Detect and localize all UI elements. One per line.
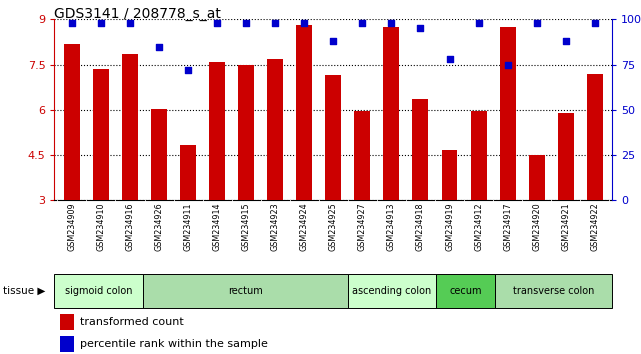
Bar: [142, 274, 348, 308]
Point: [154, 44, 164, 49]
Text: GSM234910: GSM234910: [96, 202, 106, 251]
Point: [125, 20, 135, 26]
Text: GSM234926: GSM234926: [154, 202, 163, 251]
Text: ascending colon: ascending colon: [353, 286, 431, 296]
Point: [387, 20, 397, 26]
Bar: [558, 113, 574, 200]
Point: [328, 38, 338, 44]
Bar: [348, 274, 436, 308]
Text: GSM234913: GSM234913: [387, 202, 396, 251]
Point: [531, 20, 542, 26]
Bar: [209, 62, 225, 200]
Point: [67, 20, 77, 26]
Point: [183, 67, 193, 73]
Bar: [495, 274, 612, 308]
Bar: [326, 75, 341, 200]
Bar: [122, 54, 138, 200]
Text: GSM234915: GSM234915: [242, 202, 251, 251]
Bar: [54, 274, 142, 308]
Bar: [267, 59, 283, 200]
Bar: [354, 111, 370, 200]
Point: [96, 20, 106, 26]
Text: GSM234918: GSM234918: [416, 202, 425, 251]
Text: GSM234920: GSM234920: [532, 202, 541, 251]
Text: GDS3141 / 208778_s_at: GDS3141 / 208778_s_at: [54, 7, 221, 21]
Text: GSM234911: GSM234911: [183, 202, 192, 251]
Point: [590, 20, 600, 26]
Bar: [64, 44, 80, 200]
Bar: [60, 314, 74, 330]
Text: cecum: cecum: [449, 286, 481, 296]
Point: [503, 62, 513, 67]
Bar: [587, 74, 603, 200]
Point: [474, 20, 484, 26]
Bar: [436, 274, 495, 308]
Text: tissue ▶: tissue ▶: [3, 286, 46, 296]
Text: GSM234917: GSM234917: [503, 202, 512, 251]
Bar: [296, 25, 312, 200]
Point: [444, 56, 454, 62]
Text: rectum: rectum: [228, 286, 263, 296]
Text: GSM234914: GSM234914: [213, 202, 222, 251]
Point: [415, 25, 426, 31]
Bar: [60, 336, 74, 352]
Bar: [238, 64, 254, 200]
Point: [270, 20, 280, 26]
Bar: [383, 27, 399, 200]
Bar: [180, 145, 196, 200]
Text: GSM234912: GSM234912: [474, 202, 483, 251]
Bar: [442, 150, 458, 200]
Point: [299, 20, 310, 26]
Text: GSM234925: GSM234925: [329, 202, 338, 251]
Bar: [412, 99, 428, 200]
Bar: [151, 109, 167, 200]
Text: GSM234922: GSM234922: [590, 202, 599, 251]
Point: [241, 20, 251, 26]
Text: GSM234927: GSM234927: [358, 202, 367, 251]
Point: [212, 20, 222, 26]
Text: sigmoid colon: sigmoid colon: [65, 286, 132, 296]
Text: GSM234919: GSM234919: [445, 202, 454, 251]
Bar: [499, 27, 515, 200]
Text: GSM234921: GSM234921: [561, 202, 570, 251]
Text: transverse colon: transverse colon: [513, 286, 594, 296]
Text: GSM234924: GSM234924: [300, 202, 309, 251]
Text: transformed count: transformed count: [79, 317, 183, 327]
Text: GSM234916: GSM234916: [126, 202, 135, 251]
Bar: [529, 155, 545, 200]
Text: GSM234923: GSM234923: [271, 202, 279, 251]
Text: GSM234909: GSM234909: [67, 202, 76, 251]
Bar: [470, 111, 487, 200]
Bar: [93, 69, 109, 200]
Text: percentile rank within the sample: percentile rank within the sample: [79, 339, 267, 349]
Point: [357, 20, 367, 26]
Point: [561, 38, 571, 44]
